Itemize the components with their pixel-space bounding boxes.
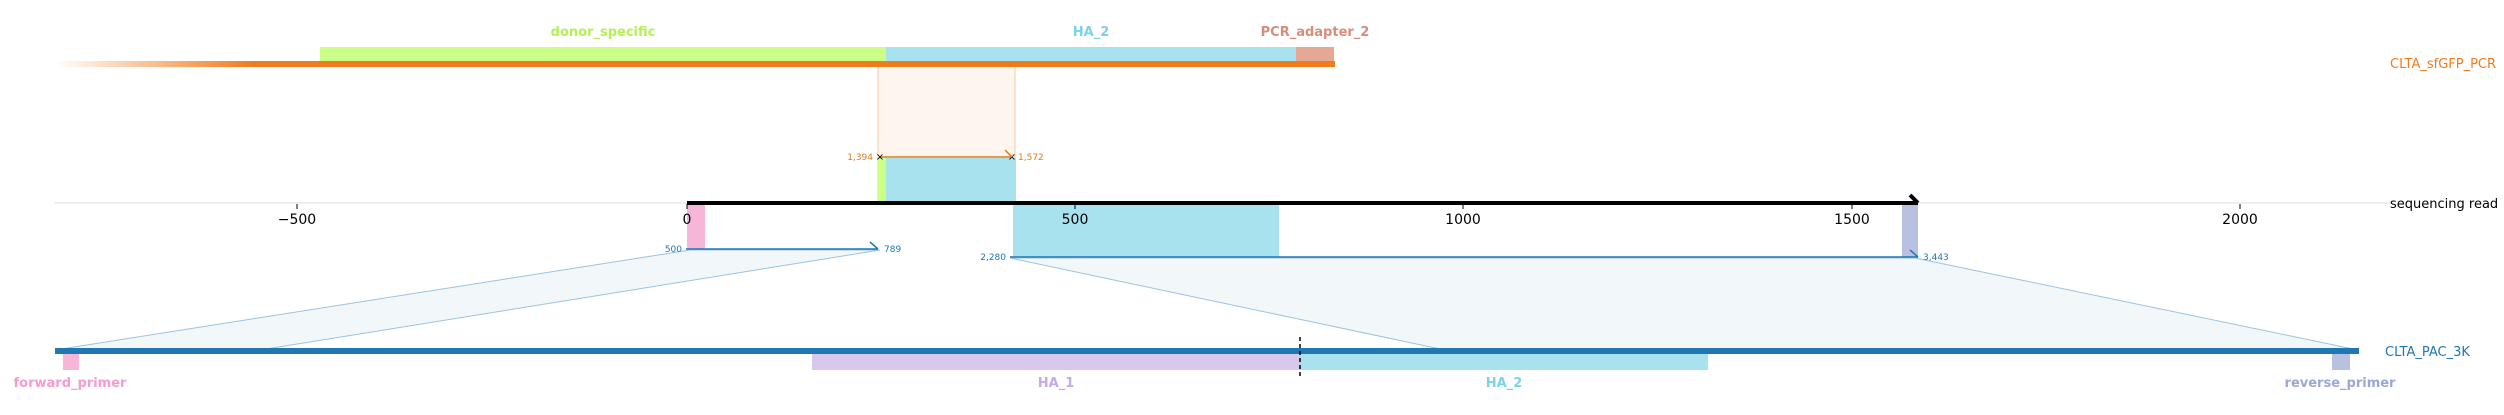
axis-tick-label: 1500 <box>1834 212 1870 228</box>
right-match-connector <box>1009 257 2359 351</box>
right-match-start-label: 2,280 <box>980 253 1006 263</box>
donor-specific-label: donor_specific <box>551 25 656 40</box>
top-track-line <box>255 61 1335 67</box>
bottom-track-name: CLTA_PAC_3K <box>2385 345 2470 360</box>
middle-track-name: sequencing read <box>2390 197 2498 212</box>
read-donor-segment <box>878 158 886 203</box>
top-ha2-label: HA_2 <box>1073 25 1110 40</box>
bottom-ha2-label: HA_2 <box>1486 376 1523 391</box>
pcr-adapter-2-label: PCR_adapter_2 <box>1261 25 1370 40</box>
right-match-arrowhead <box>1909 249 1919 258</box>
top-track-name: CLTA_sfGFP_PCR <box>2390 57 2496 72</box>
forward-primer-feature <box>63 354 79 370</box>
bottom-ha2-feature <box>1300 354 1708 370</box>
sequencing-read-arrowhead <box>1908 193 1920 205</box>
read-forward-primer-segment <box>687 204 705 250</box>
left-match-start-label: 500 <box>665 245 682 255</box>
top-ha2-feature <box>886 47 1296 62</box>
pcr-adapter-2-feature <box>1296 47 1334 62</box>
reverse-primer-feature <box>2332 354 2350 370</box>
reverse-primer-label: reverse_primer <box>2285 376 2397 391</box>
right-match-end-label: 3,443 <box>1923 253 1949 263</box>
top-match-end-label: 1,572 <box>1018 153 1044 163</box>
donor-specific-feature <box>320 47 886 62</box>
top-track-fade <box>55 61 255 67</box>
forward-primer-label: forward_primer <box>14 376 128 391</box>
left-match-connector <box>54 249 881 351</box>
read-ha2-lower-segment <box>1013 204 1279 258</box>
axis-tick-label: 500 <box>1062 212 1089 228</box>
ha1-label: HA_1 <box>1038 376 1075 391</box>
top-match-cross-end: × <box>1008 152 1016 163</box>
read-reverse-primer-segment <box>1902 204 1918 258</box>
top-match-cross-start: × <box>876 152 884 163</box>
top-match-start-label: 1,394 <box>847 153 873 163</box>
left-match-arrowhead <box>869 241 879 250</box>
left-match-end-label: 789 <box>884 245 901 255</box>
axis-tick-label: 0 <box>683 212 692 228</box>
axis-ticks: −500 0 500 1000 1500 2000 <box>278 204 2258 228</box>
axis-tick-label: 1000 <box>1445 212 1481 228</box>
ha1-feature <box>812 354 1300 370</box>
bottom-track-line <box>55 348 2359 354</box>
axis-tick-label: 2000 <box>2222 212 2258 228</box>
read-ha2-segment <box>886 158 1016 203</box>
top-match-arrowhead <box>1004 149 1013 158</box>
axis-tick-label: −500 <box>278 212 316 228</box>
